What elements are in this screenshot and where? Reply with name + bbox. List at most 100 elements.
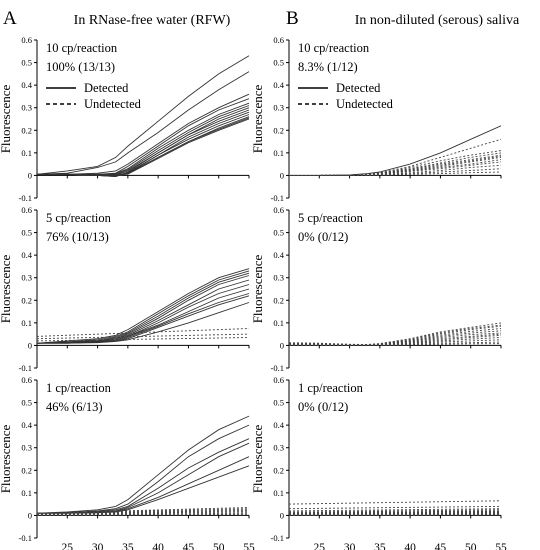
series-line-undetected bbox=[289, 343, 502, 346]
series-line-detected bbox=[36, 55, 250, 175]
plot-b-1: -0.1 0 0.1 0.2 0.3 0.4 0.5 0.6 Fluorescence 10 cp… bbox=[250, 35, 502, 203]
annotation-line: 0% (0/12) bbox=[298, 230, 348, 244]
legend-detected-label: Detected bbox=[84, 81, 129, 95]
y-tick-label: 0.4 bbox=[273, 250, 284, 260]
y-tick-label: 0 bbox=[28, 170, 32, 180]
x-tick-label: 40 bbox=[152, 542, 164, 550]
plot-a-2: -0.1 0 0.1 0.2 0.3 0.4 0.5 0.6 Fluorescence 5 cp/… bbox=[0, 205, 250, 373]
panel-title-a: In RNase-free water (RFW) bbox=[74, 13, 231, 28]
y-tick-label: 0.4 bbox=[21, 420, 32, 430]
series-line-undetected bbox=[36, 513, 250, 516]
annotation-line: 100% (13/13) bbox=[46, 60, 115, 74]
y-tick-label: 0.5 bbox=[21, 398, 32, 408]
series-line-detected bbox=[37, 465, 250, 514]
y-tick-label: 0.4 bbox=[21, 250, 32, 260]
panel-letter-a: A bbox=[3, 8, 17, 29]
annotation-line: 10 cp/reaction bbox=[46, 41, 118, 55]
x-tick-label: 50 bbox=[213, 542, 225, 550]
x-tick-label: 30 bbox=[344, 542, 356, 550]
y-tick-label: 0.5 bbox=[21, 228, 32, 238]
series-line-undetected bbox=[289, 150, 502, 176]
y-tick-label: -0.1 bbox=[19, 193, 32, 203]
y-tick-label: 0.6 bbox=[273, 35, 284, 45]
series-line-undetected bbox=[288, 510, 502, 514]
x-tick-label: 35 bbox=[374, 542, 386, 550]
x-tick-label: 55 bbox=[495, 542, 507, 550]
series-line-undetected bbox=[36, 510, 250, 515]
annotation-line: 1 cp/reaction bbox=[46, 381, 112, 395]
y-tick-label: 0.3 bbox=[21, 103, 32, 113]
x-tick-label: 40 bbox=[404, 542, 416, 550]
series-line-undetected bbox=[288, 508, 502, 512]
y-tick-label: 0.5 bbox=[273, 58, 284, 68]
y-tick-label: 0.1 bbox=[21, 148, 32, 158]
series-line-detected bbox=[36, 288, 250, 344]
y-tick-label: -0.1 bbox=[271, 363, 284, 373]
y-tick-label: 0.2 bbox=[21, 295, 32, 305]
x-tick-label: 45 bbox=[435, 542, 447, 550]
y-tick-label: 0.1 bbox=[273, 488, 284, 498]
series-line-undetected bbox=[36, 328, 250, 337]
series-line-undetected bbox=[36, 333, 250, 340]
series-line-undetected bbox=[288, 513, 502, 516]
annotation-line: 0% (0/12) bbox=[298, 400, 348, 414]
y-tick-label: 0.4 bbox=[273, 80, 284, 90]
series-line-detected bbox=[37, 302, 250, 344]
y-tick-label: 0 bbox=[28, 340, 32, 350]
series-line-undetected bbox=[288, 513, 502, 516]
series-line-undetected bbox=[289, 171, 502, 176]
annotation-line: 46% (6/13) bbox=[46, 400, 103, 414]
series-line-undetected bbox=[36, 512, 250, 516]
y-tick-label: 0.3 bbox=[273, 443, 284, 453]
y-tick-label: 0.6 bbox=[21, 35, 32, 45]
x-tick-label: 45 bbox=[183, 542, 195, 550]
annotation-line: 8.3% (1/12) bbox=[298, 60, 358, 74]
y-tick-label: 0.6 bbox=[273, 205, 284, 215]
y-tick-label: 0.6 bbox=[21, 205, 32, 215]
series-line-undetected bbox=[36, 509, 250, 515]
x-tick-label: 30 bbox=[92, 542, 104, 550]
series-line-undetected bbox=[36, 337, 250, 342]
y-tick-label: 0 bbox=[280, 170, 284, 180]
y-tick-label: 0.4 bbox=[21, 80, 32, 90]
series-line-detected bbox=[36, 275, 250, 344]
y-tick-label: -0.1 bbox=[19, 363, 32, 373]
series-line-detected bbox=[37, 117, 250, 176]
y-axis-label: Fluorescence bbox=[250, 424, 265, 493]
series-line-undetected bbox=[288, 505, 502, 510]
y-tick-label: 0.2 bbox=[21, 465, 32, 475]
series-line-undetected bbox=[288, 510, 502, 514]
panel-title-b: In non-diluted (serous) saliva bbox=[355, 13, 520, 28]
y-tick-label: 0.5 bbox=[273, 398, 284, 408]
plot-a-1: -0.1 0 0.1 0.2 0.3 0.4 0.5 0.6 Fluorescence 10 cp… bbox=[0, 35, 250, 203]
y-tick-label: -0.1 bbox=[271, 533, 284, 543]
annotation-line: 5 cp/reaction bbox=[298, 211, 364, 225]
series-line-detected bbox=[37, 118, 250, 176]
y-axis-label: Fluorescence bbox=[0, 84, 13, 153]
x-tick-label: 35 bbox=[122, 542, 134, 550]
y-tick-label: 0.1 bbox=[21, 318, 32, 328]
y-tick-label: 0.3 bbox=[21, 273, 32, 283]
series-line-undetected bbox=[36, 511, 250, 515]
plot-a-3: -0.1 0 0.1 0.2 0.3 0.4 0.5 0.6 25 30 35 40 45 50 55 Flu… bbox=[0, 375, 255, 550]
series-line-detected bbox=[36, 270, 250, 344]
annotation-line: 1 cp/reaction bbox=[298, 381, 364, 395]
series-line-undetected bbox=[288, 500, 502, 505]
y-tick-label: 0 bbox=[280, 340, 284, 350]
legend-undetected-label: Undetected bbox=[336, 97, 394, 111]
annotation-line: 76% (10/13) bbox=[46, 230, 109, 244]
series-line-detected bbox=[36, 415, 250, 514]
y-tick-label: 0 bbox=[28, 510, 32, 520]
panel-letter-b: B bbox=[286, 8, 299, 29]
series-line-undetected bbox=[288, 509, 502, 513]
y-axis-label: Fluorescence bbox=[250, 254, 265, 323]
y-tick-label: 0.3 bbox=[273, 103, 284, 113]
plot-b-2: -0.1 0 0.1 0.2 0.3 0.4 0.5 0.6 Fluorescence 5 cp/… bbox=[250, 205, 502, 373]
y-tick-label: 0.2 bbox=[273, 295, 284, 305]
plots-container: -0.1 0 0.1 0.2 0.3 0.4 0.5 0.6 Fluorescence 10 cp… bbox=[0, 35, 507, 550]
series-line-detected bbox=[37, 116, 250, 177]
y-axis-label: Fluorescence bbox=[250, 84, 265, 153]
y-tick-label: 0.4 bbox=[273, 420, 284, 430]
x-tick-label: 55 bbox=[243, 542, 255, 550]
